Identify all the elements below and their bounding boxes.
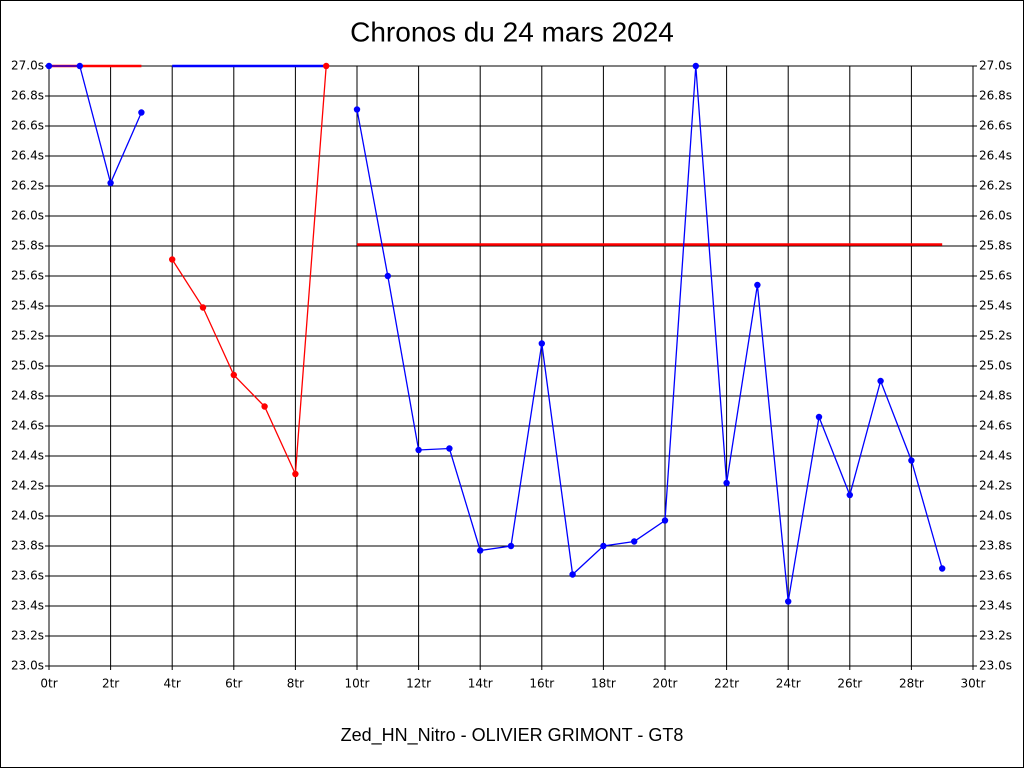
y-tick-label: 26.4s [11, 149, 44, 163]
y2-tick-label: 25.2s [979, 329, 1012, 343]
x-tick-label: 16tr [529, 677, 554, 691]
x-tick-label: 4tr [164, 677, 181, 691]
data-point [600, 542, 607, 550]
y2-tick-label: 24.2s [979, 479, 1012, 493]
data-point [323, 62, 330, 70]
y-tick-label: 26.8s [11, 89, 44, 103]
data-point [353, 106, 361, 113]
y2-tick-label: 23.2s [979, 629, 1012, 643]
x-tick-label: 30tr [961, 677, 986, 691]
y2-tick-label: 25.6s [979, 269, 1012, 283]
data-point [138, 109, 145, 116]
data-point [507, 542, 515, 550]
y2-tick-label: 26.8s [979, 89, 1012, 103]
x-tick-label: 18tr [591, 677, 616, 691]
y2-tick-label: 24.6s [979, 419, 1012, 433]
x-axis-label: Zed_HN_Nitro - OLIVIER GRIMONT - GT8 [341, 725, 684, 746]
y-tick-label: 23.4s [11, 599, 44, 613]
chart-title: Chronos du 24 mars 2024 [350, 16, 674, 47]
data-point [169, 256, 176, 263]
data-point [261, 403, 268, 410]
y2-tick-label: 25.8s [979, 239, 1012, 253]
x-tick-label: 24tr [776, 677, 801, 691]
y-tick-label: 26.0s [11, 209, 44, 223]
y-tick-label: 24.2s [11, 479, 44, 493]
y-tick-label: 24.6s [11, 419, 44, 433]
y2-tick-label: 24.0s [979, 509, 1012, 523]
series-line [49, 65, 943, 602]
y2-tick-label: 26.2s [979, 179, 1012, 193]
data-point [754, 281, 761, 289]
x-tick-label: 28tr [899, 677, 924, 691]
data-point [723, 479, 730, 487]
y-tick-label: 26.6s [11, 119, 44, 133]
data-point [199, 304, 207, 311]
x-tick-label: 12tr [406, 677, 431, 691]
x-tick-label: 20tr [653, 677, 678, 691]
y2-tick-label: 23.8s [979, 539, 1012, 553]
y2-tick-label: 23.0s [979, 659, 1012, 673]
data-point [877, 377, 884, 385]
y-tick-label: 25.6s [11, 269, 44, 283]
y2-tick-label: 26.0s [979, 209, 1012, 223]
y-tick-label: 26.2s [11, 179, 44, 193]
data-point [815, 413, 823, 421]
data-point [384, 272, 391, 280]
data-point [908, 457, 915, 464]
data-point [569, 571, 576, 578]
y2-tick-label: 25.4s [979, 299, 1012, 313]
data-point [538, 340, 545, 347]
y2-tick-label: 24.4s [979, 449, 1012, 463]
x-tick-label: 8tr [287, 677, 304, 691]
y-tick-label: 24.0s [11, 509, 44, 523]
x-tick-label: 14tr [468, 677, 493, 691]
y2-tick-label: 23.4s [979, 599, 1012, 613]
y-tick-label: 24.4s [11, 449, 44, 463]
x-tick-label: 22tr [714, 677, 739, 691]
data-point [107, 179, 114, 187]
y-tick-label: 24.8s [11, 389, 44, 403]
data-point [292, 470, 299, 478]
y-tick-label: 23.8s [11, 539, 44, 553]
data-point [415, 446, 422, 454]
y-tick-label: 25.0s [11, 359, 44, 373]
x-tick-label: 6tr [225, 677, 242, 691]
y-tick-label: 25.8s [11, 239, 44, 253]
data-point [846, 491, 853, 499]
data-point [785, 598, 792, 605]
y-tick-label: 25.2s [11, 329, 44, 343]
y-tick-label: 25.4s [11, 299, 44, 313]
data-point [477, 547, 484, 554]
y2-tick-label: 24.8s [979, 389, 1012, 403]
y2-tick-label: 26.4s [979, 149, 1012, 163]
data-point [661, 517, 669, 524]
data-point [631, 538, 638, 545]
x-tick-label: 26tr [837, 677, 862, 691]
x-tick-label: 2tr [102, 677, 119, 691]
data-point [230, 371, 237, 379]
y2-tick-label: 25.0s [979, 359, 1012, 373]
data-point [45, 62, 53, 70]
x-tick-label: 0tr [40, 677, 57, 691]
y2-tick-label: 26.6s [979, 119, 1012, 133]
y-tick-label: 23.0s [11, 659, 44, 673]
series-line [171, 65, 327, 475]
y-tick-label: 23.2s [11, 629, 44, 643]
y-tick-label: 27.0s [11, 59, 44, 73]
data-point [692, 62, 699, 70]
data-point [939, 565, 946, 572]
data-point [446, 445, 453, 452]
y2-tick-label: 27.0s [979, 59, 1012, 73]
y2-tick-label: 23.6s [979, 569, 1012, 583]
data-point [76, 62, 84, 70]
y-tick-label: 23.6s [11, 569, 44, 583]
x-tick-label: 10tr [345, 677, 370, 691]
